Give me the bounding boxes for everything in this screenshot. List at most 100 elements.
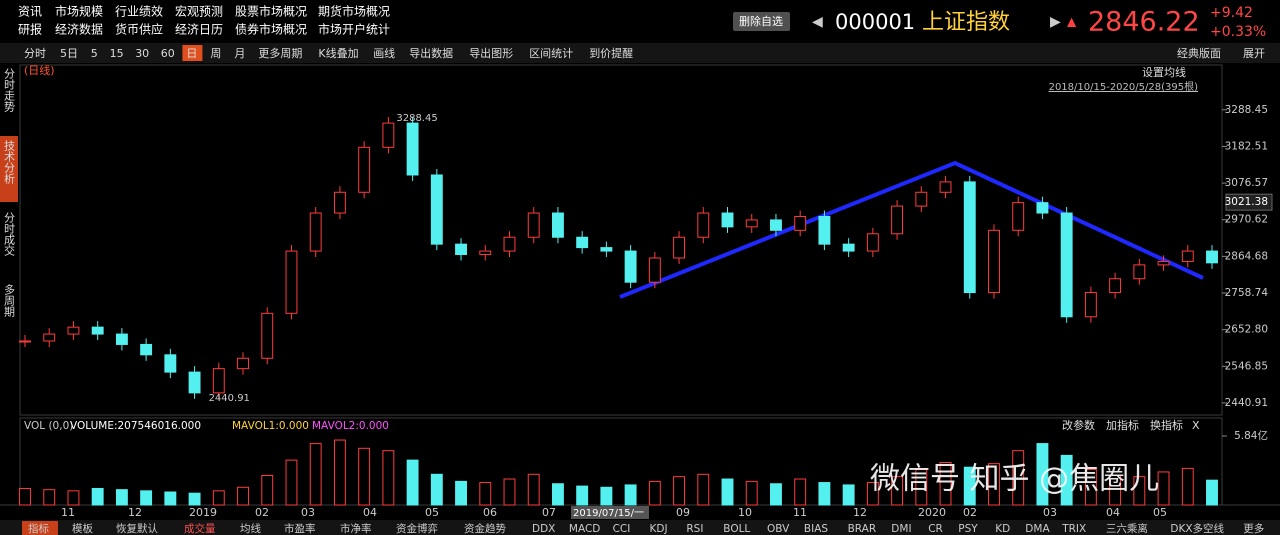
change: +9.42 xyxy=(1210,5,1253,21)
toolbar-item[interactable]: 5日 xyxy=(60,47,78,60)
toolbar-item[interactable]: 月 xyxy=(234,47,245,60)
bottom-tab[interactable]: 均线 xyxy=(240,522,261,535)
candle xyxy=(91,326,104,335)
vol-button[interactable]: 改参数 xyxy=(1062,418,1095,432)
menu-item[interactable]: 市场规模 xyxy=(55,4,103,19)
chart-frame xyxy=(19,64,1223,416)
sidebar-tab[interactable]: 技术分析 xyxy=(3,140,16,185)
y-tick-label: 3076.57 xyxy=(1225,177,1268,189)
bottom-tab[interactable]: RSI xyxy=(686,523,703,535)
bottom-tab[interactable]: OBV xyxy=(767,523,790,535)
bottom-tab[interactable]: 市盈率 xyxy=(284,522,316,535)
bottom-tab[interactable]: BRAR xyxy=(848,523,877,535)
vol-button[interactable]: 换指标 xyxy=(1150,418,1183,432)
bottom-tab[interactable]: DMA xyxy=(1025,523,1050,535)
button[interactable]: 删除自选 xyxy=(739,14,783,28)
date-label: 04 xyxy=(363,506,377,519)
candle xyxy=(479,250,492,256)
toolbar-item[interactable]: 日 xyxy=(186,47,197,60)
bottom-tab[interactable]: 资金趋势 xyxy=(464,522,506,535)
sidebar-tab[interactable]: 分时成交 xyxy=(3,212,16,257)
toolbar-item[interactable]: 经典版面 xyxy=(1177,46,1221,60)
toolbar-item[interactable]: 到价提醒 xyxy=(589,47,633,60)
volume-bar xyxy=(988,463,1000,506)
menu-item[interactable]: 研报 xyxy=(18,22,42,37)
toolbar-bg xyxy=(0,43,1280,63)
bottom-tab[interactable]: KDJ xyxy=(650,523,668,535)
bottom-tab[interactable]: DDX xyxy=(532,523,555,535)
toolbar-item[interactable]: 5 xyxy=(91,47,98,60)
menu-item[interactable]: 股票市场概况 xyxy=(235,4,307,19)
menu-item[interactable]: 债券市场概况 xyxy=(235,22,307,37)
vol-button[interactable]: X xyxy=(1192,419,1200,432)
volume-bar xyxy=(1181,467,1194,506)
bottom-tab[interactable]: CCI xyxy=(613,523,631,535)
toolbar-item[interactable]: 画线 xyxy=(373,46,395,60)
bottom-tab[interactable]: KD xyxy=(995,523,1010,535)
settings[interactable]: 设置均线 xyxy=(1142,65,1186,79)
candle xyxy=(285,250,298,314)
toolbar-item[interactable]: 导出图形 xyxy=(469,46,513,60)
volume-bar xyxy=(600,486,613,506)
prev-arrow[interactable]: ◀ xyxy=(812,14,823,30)
menu-item[interactable]: 货币供应 xyxy=(115,22,163,37)
volume-bar xyxy=(697,473,710,506)
menu-item[interactable]: 市场开户统计 xyxy=(318,22,390,37)
bottom-tab[interactable]: 恢复默认 xyxy=(116,522,158,535)
toolbar-item[interactable]: 导出数据 xyxy=(409,46,453,60)
candle xyxy=(1084,292,1097,318)
candle xyxy=(261,312,274,359)
date-label: 12 xyxy=(128,506,142,519)
toolbar-item[interactable]: K线叠加 xyxy=(318,46,358,60)
sidebar-tab[interactable]: 多周期 xyxy=(3,283,16,318)
date-label: 2019/07/15/一 xyxy=(573,508,644,519)
volume-bar xyxy=(576,485,589,506)
bottom-tab[interactable]: MACD xyxy=(569,523,600,535)
toolbar-item[interactable]: 15 xyxy=(110,47,124,60)
bottom-tab[interactable]: 指标 xyxy=(28,522,49,535)
toolbar-item[interactable]: 更多周期 xyxy=(258,46,302,60)
candle xyxy=(115,333,128,345)
bottom-tab[interactable]: BOLL xyxy=(723,523,750,535)
bottom-tab[interactable]: 模板 xyxy=(72,522,93,535)
bottom-tab[interactable]: 资金博弈 xyxy=(396,522,438,535)
watermark: 微信号 知乎 @焦圈儿 xyxy=(870,462,1159,497)
toolbar-item[interactable]: 展开 xyxy=(1243,47,1265,60)
bottom-tab[interactable]: TRIX xyxy=(1061,523,1086,535)
volume-bar xyxy=(430,473,443,506)
bottom-tab[interactable]: BIAS xyxy=(804,523,828,535)
bottom-tab[interactable]: 三六乘离 xyxy=(1106,522,1148,535)
bottom-tab[interactable]: 成交量 xyxy=(184,522,216,535)
volume-bar xyxy=(939,461,952,506)
menu-item[interactable]: 资讯 xyxy=(18,5,42,19)
vol-button[interactable]: 加指标 xyxy=(1106,418,1139,432)
bottom-tab[interactable]: DMI xyxy=(891,523,911,535)
menu-item[interactable]: 期货市场概况 xyxy=(318,4,390,19)
candle xyxy=(842,243,855,252)
bottom-tab[interactable]: 市净率 xyxy=(340,522,372,535)
toolbar-item[interactable]: 区间统计 xyxy=(529,47,573,60)
volume-bar xyxy=(1157,471,1170,506)
volume-bar xyxy=(358,447,371,506)
toolbar-item[interactable]: 30 xyxy=(135,47,149,60)
candle xyxy=(237,357,249,370)
toolbar-item[interactable]: 周 xyxy=(210,47,221,60)
y-tick-label: 2864.68 xyxy=(1225,250,1268,262)
toolbar-item[interactable]: 60 xyxy=(161,47,175,60)
candle xyxy=(164,354,177,373)
menu-item[interactable]: 行业绩效 xyxy=(115,4,163,19)
bottom-tab[interactable]: PSY xyxy=(958,523,978,535)
bottom-tab[interactable]: DKX多空线 xyxy=(1170,522,1224,535)
button-bg[interactable] xyxy=(733,12,790,31)
sidebar-tab[interactable]: 分时走势 xyxy=(3,68,16,112)
toolbar-item[interactable]: 分时 xyxy=(24,47,46,60)
volume-bar xyxy=(527,473,540,506)
menu-item[interactable]: 经济数据 xyxy=(55,22,103,37)
cursor-date-bg xyxy=(571,506,649,519)
bottom-tab[interactable]: 更多 xyxy=(1243,522,1264,535)
menu-item[interactable]: 经济日历 xyxy=(175,22,223,37)
next-arrow[interactable]: ▶ xyxy=(1050,14,1061,30)
bottom-tab[interactable]: CR xyxy=(928,523,943,535)
volume-bar xyxy=(842,484,855,506)
menu-item[interactable]: 宏观预测 xyxy=(175,4,223,19)
